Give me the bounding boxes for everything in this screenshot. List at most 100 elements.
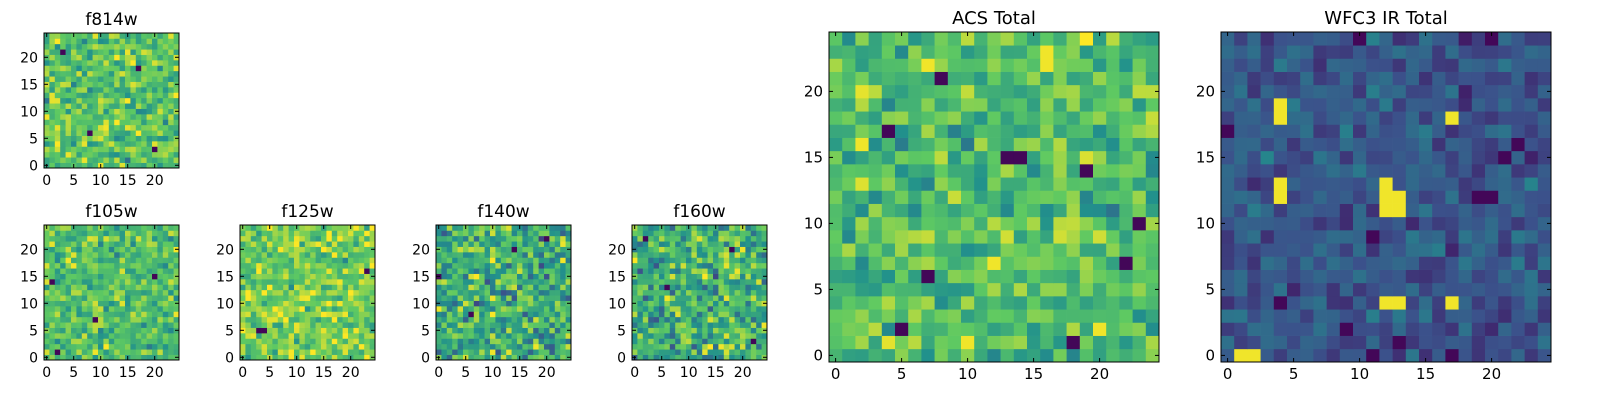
heatmap-cell [261, 295, 268, 301]
heatmap-cell [157, 327, 164, 334]
heatmap-cell [533, 268, 539, 274]
heatmap-cell [538, 246, 545, 253]
heatmap-cell [1537, 230, 1552, 244]
heatmap-cell [256, 311, 262, 318]
heatmap-cell [1260, 256, 1275, 270]
heatmap-cell [1273, 335, 1288, 350]
heatmap-cell [1366, 256, 1380, 270]
heatmap-cell [544, 306, 550, 312]
heatmap-cell [696, 306, 703, 312]
heatmap-cell [157, 151, 164, 158]
heatmap-cell [473, 289, 480, 296]
heatmap-cell [702, 306, 708, 312]
heatmap-cell [511, 262, 518, 269]
heatmap-cell [1458, 58, 1473, 72]
heatmap-cell [1458, 137, 1473, 152]
heatmap-cell [49, 246, 56, 253]
heatmap-cell [855, 137, 869, 152]
heatmap-cell [500, 257, 507, 264]
heatmap-cell [108, 81, 115, 88]
heatmap-cell [457, 279, 464, 285]
heatmap-cell [146, 268, 153, 274]
y-tick-label: 5 [29, 323, 38, 339]
heatmap-cell [348, 262, 354, 269]
heatmap-cell [908, 84, 922, 99]
heatmap-cell [686, 322, 692, 328]
heatmap-cell [152, 49, 158, 55]
heatmap-cell [1145, 190, 1160, 204]
heatmap-cell [1027, 71, 1041, 86]
heatmap-cell [256, 289, 262, 296]
heatmap-cell [364, 338, 370, 345]
heatmap-cell [250, 295, 257, 301]
heatmap-cell [895, 111, 909, 125]
heatmap-cell [750, 311, 757, 318]
heatmap-cell [441, 300, 448, 307]
heatmap-cell [173, 141, 180, 147]
heatmap-cell [511, 322, 518, 328]
heatmap-cell [1040, 230, 1054, 244]
heatmap-cell [173, 60, 180, 66]
heatmap-cell [1247, 124, 1261, 138]
heatmap-cell [560, 235, 566, 242]
heatmap-cell [364, 306, 370, 312]
heatmap-cell [1000, 58, 1015, 72]
heatmap-cell [146, 81, 153, 88]
heatmap-cell [1524, 243, 1539, 257]
heatmap-cell [54, 119, 61, 126]
heatmap-cell [868, 243, 883, 257]
heatmap-cell [168, 60, 174, 66]
heatmap-cell [76, 119, 83, 126]
heatmap-cell [337, 230, 343, 237]
heatmap-cell [1234, 124, 1248, 138]
heatmap-cell [495, 289, 502, 296]
heatmap-cell [669, 354, 676, 361]
heatmap-cell [103, 327, 110, 334]
heatmap-cell [1339, 230, 1354, 244]
heatmap-cell [934, 203, 949, 218]
heatmap-cell [141, 311, 147, 318]
heatmap-cell [987, 216, 1001, 231]
heatmap-cell [353, 246, 360, 253]
heatmap-cell [538, 262, 545, 269]
heatmap-cell [686, 316, 692, 323]
heatmap-cell [686, 338, 692, 345]
heatmap-cell [76, 322, 83, 328]
heatmap-cell [1106, 124, 1120, 138]
heatmap-cell [696, 225, 703, 231]
heatmap-cell [71, 38, 77, 45]
heatmap-cell [245, 338, 252, 345]
heatmap-cell [484, 349, 491, 355]
heatmap-cell [1419, 137, 1433, 152]
heatmap-cell [1405, 84, 1420, 99]
heatmap-cell [842, 296, 856, 310]
heatmap-cell [76, 311, 83, 318]
heatmap-cell [637, 333, 644, 339]
heatmap-cell [511, 273, 518, 280]
heatmap-cell [162, 49, 169, 55]
heatmap-cell [734, 246, 741, 253]
heatmap-cell [642, 257, 649, 264]
heatmap-cell [457, 333, 464, 339]
x-tick-label: 0 [630, 365, 639, 381]
heatmap-cell [103, 343, 110, 350]
heatmap-cell [1392, 111, 1407, 125]
heatmap-cell [961, 348, 975, 363]
heatmap-cell [358, 311, 365, 318]
panel-title: ACS Total [952, 8, 1036, 29]
heatmap-cell [1524, 348, 1539, 363]
heatmap-cell [240, 343, 246, 350]
heatmap-cell [261, 322, 268, 328]
heatmap-cell [283, 241, 289, 247]
heatmap-cell [842, 203, 856, 218]
heatmap-cell [1145, 150, 1160, 165]
heatmap-cell [60, 289, 66, 296]
heatmap-cell [517, 289, 523, 296]
heatmap-cell [1313, 190, 1327, 204]
heatmap-cell [1300, 124, 1314, 138]
heatmap-cell [1234, 98, 1248, 112]
heatmap-cell [707, 225, 714, 231]
heatmap-cell [1366, 309, 1380, 323]
heatmap-cell [92, 114, 99, 120]
heatmap-cell [761, 284, 768, 291]
